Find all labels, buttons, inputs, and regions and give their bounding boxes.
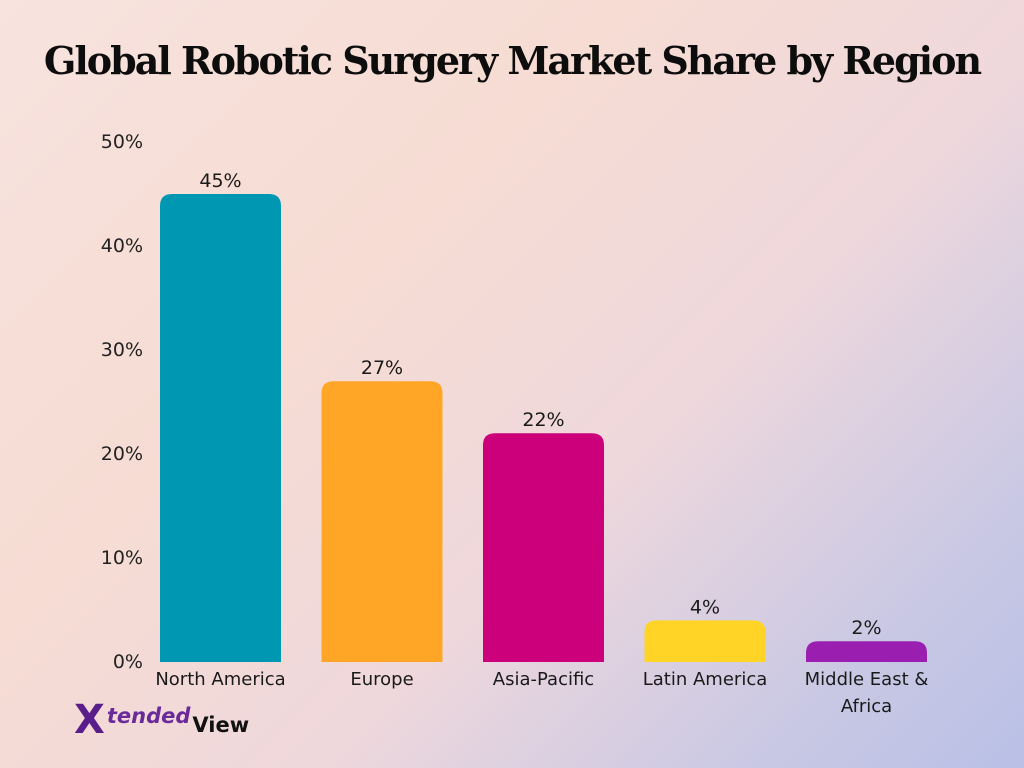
category-label: Europe	[350, 669, 413, 690]
bars	[160, 194, 927, 662]
y-axis: 0% 10% 20% 30% 40% 50%	[101, 131, 143, 673]
x-axis-labels: North America Europe Asia-Pacific Latin Ame…	[155, 669, 928, 717]
value-label: 27%	[361, 357, 403, 379]
category-label-line: Europe	[350, 669, 413, 690]
y-tick-label: 30%	[101, 339, 143, 361]
y-tick-label: 20%	[101, 443, 143, 465]
value-labels: 45% 27% 22% 4% 2%	[199, 170, 881, 639]
y-tick-label: 40%	[101, 235, 143, 257]
category-label: North America	[155, 669, 285, 690]
y-tick-label: 0%	[113, 651, 143, 673]
logo-word-top: tended	[106, 704, 191, 728]
y-tick-label: 10%	[101, 547, 143, 569]
category-label: Middle East & Africa	[805, 669, 929, 717]
category-label-line: Latin America	[643, 669, 768, 690]
category-label-line: Africa	[841, 696, 892, 717]
bar-latin-america	[644, 620, 766, 662]
logo-word-bottom: View	[192, 713, 250, 737]
value-label: 22%	[522, 409, 564, 431]
value-label: 4%	[690, 596, 720, 618]
bar-asia-pacific	[483, 433, 604, 662]
category-label-line: Asia-Pacific	[493, 669, 594, 690]
xtendedview-logo: X tended View	[74, 700, 249, 740]
category-label-line: Middle East &	[805, 669, 929, 690]
bar-europe	[321, 381, 443, 662]
chart-title: Global Robotic Surgery Market Share by R…	[43, 38, 982, 83]
value-label: 45%	[199, 170, 241, 192]
y-tick-label: 50%	[101, 131, 143, 153]
logo-mark: X	[74, 697, 105, 743]
bar-north-america	[160, 194, 281, 662]
category-label: Asia-Pacific	[493, 669, 594, 690]
value-label: 2%	[851, 617, 881, 639]
category-label: Latin America	[643, 669, 768, 690]
bar-middle-east-africa	[806, 641, 927, 662]
category-label-line: North America	[155, 669, 285, 690]
